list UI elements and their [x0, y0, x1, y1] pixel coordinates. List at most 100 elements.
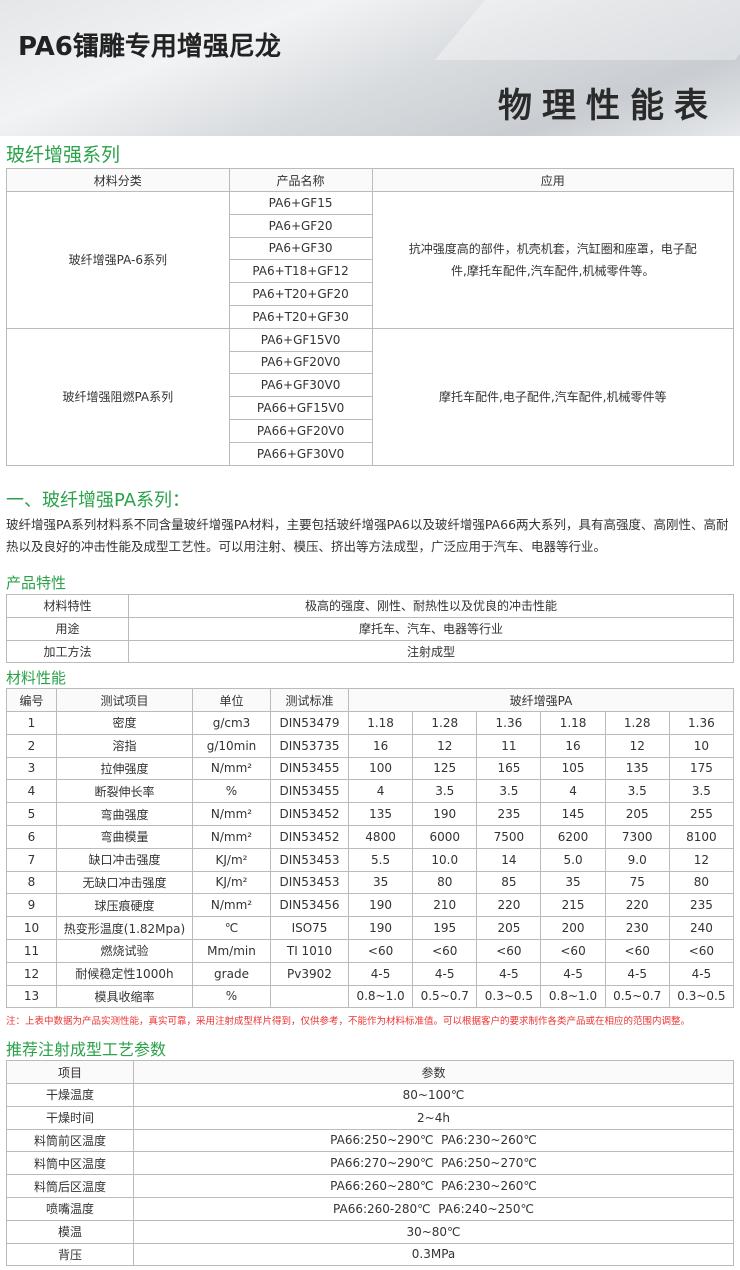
- param-value: PA66:260-280℃ PA6:240~250℃: [133, 1196, 734, 1221]
- product-cell: PA66+GF15V0: [228, 396, 373, 420]
- id-cell: 3: [6, 756, 57, 781]
- section1-paragraph: 玻纤增强PA系列材料系不同含量玻纤增强PA材料，主要包括玻纤增强PA6以及玻纤增…: [6, 517, 729, 554]
- value-cell: 0.3~0.5: [668, 984, 735, 1009]
- value-cell: 135: [604, 756, 670, 781]
- value-cell: 4-5: [412, 961, 478, 986]
- properties-note: 注：上表中数据为产品实测性能，真实可靠，采用注射成型样片得到，仅供参考，不能作为…: [6, 1016, 691, 1027]
- unit-cell: %: [192, 984, 271, 1009]
- table-row: PA6+T20+GF30: [7, 304, 734, 329]
- process-heading: 推荐注射成型工艺参数: [6, 1040, 167, 1059]
- category-cell: 玻纤增强阻燃PA系列: [6, 327, 230, 466]
- param-label: 干燥温度: [6, 1083, 134, 1107]
- value-cell: 0.8~1.0: [347, 984, 414, 1009]
- value-cell: 0.8~1.0: [540, 984, 606, 1009]
- test-item-cell: 缺口冲击强度: [56, 847, 193, 872]
- value-cell: 1.28: [412, 711, 478, 735]
- table-row: 料筒后区温度 PA66:260~280℃ PA6:230~260℃: [6, 1174, 734, 1198]
- table-row: 6 弯曲模量 N/mm² DIN53452 4800 6000 7500 6200 7300 81…: [6, 824, 735, 849]
- table-row: 9 球压痕硬度 N/mm² DIN53456 190 210 220 215 220 235: [6, 893, 735, 918]
- value-cell: 190: [347, 916, 414, 940]
- param-label: 料筒前区温度: [6, 1128, 134, 1153]
- param-value: 30~80℃: [133, 1219, 734, 1244]
- id-cell: 1: [6, 711, 57, 735]
- value-cell: 3.5: [604, 779, 670, 804]
- table-row: 加工方法 注射成型: [6, 639, 734, 664]
- test-item-cell: 弯曲强度: [56, 802, 193, 826]
- test-item-cell: 拉伸强度: [56, 756, 193, 781]
- product-cell: PA6+GF20V0: [228, 350, 373, 375]
- value-cell: 6000: [412, 824, 478, 849]
- product-cell: PA6+GF30V0: [228, 373, 373, 398]
- column-header: 参数: [133, 1060, 734, 1084]
- value-cell: 4-5: [347, 961, 414, 986]
- standard-cell: DIN53452: [270, 802, 349, 826]
- value-cell: 240: [668, 916, 735, 940]
- table-row: 用途 摩托车、汽车、电器等行业: [6, 616, 734, 641]
- feature-label: 加工方法: [6, 639, 129, 664]
- param-label: 料筒中区温度: [6, 1151, 134, 1176]
- param-value: 2~4h: [133, 1105, 734, 1130]
- value-cell: <60: [668, 938, 735, 963]
- test-item-cell: 密度: [56, 711, 193, 735]
- section1-heading: 一、玻纤增强PA系列：: [6, 490, 191, 511]
- standard-cell: ISO75: [270, 916, 349, 940]
- value-cell: <60: [604, 938, 670, 963]
- properties-heading: 材料性能: [6, 669, 67, 687]
- table-row: 4 断裂伸长率% DIN53455 4 3.5 3.5 4 3.5 3.5: [6, 779, 735, 804]
- value-cell: 200: [540, 916, 606, 940]
- standard-cell: DIN53455: [270, 756, 349, 781]
- value-cell: 165: [476, 756, 542, 781]
- table-row: 材料特性 极高的强度、刚性、耐热性以及优良的冲击性能: [6, 594, 734, 618]
- value-cell: 100: [347, 756, 414, 781]
- product-cell: PA6+GF15V0: [228, 327, 373, 352]
- table-row: 模温 30~80℃: [6, 1219, 734, 1244]
- test-item-cell: 弯曲模量: [56, 824, 193, 849]
- value-cell: 0.5~0.7: [412, 984, 478, 1009]
- value-cell: 4800: [347, 824, 414, 849]
- application-cell: 抗冲强度高的部件，机壳机套，汽缸圈和座罩，电子配件,摩托车配件,汽车配件,机械零…: [371, 191, 735, 329]
- value-cell: 235: [476, 802, 542, 826]
- product-cell: PA6+T18+GF12: [228, 259, 373, 284]
- value-cell: 9.0: [604, 847, 670, 872]
- column-header: 测试标准: [270, 688, 349, 712]
- properties-table: 编号 测试项目 单位 测试标准 玻纤增强PA 1 密度 g/cm3 DIN53479 1.18 1.…: [6, 688, 735, 1009]
- unit-cell: grade: [192, 961, 271, 986]
- value-cell: 7500: [476, 824, 542, 849]
- column-header: 应用: [371, 168, 735, 192]
- value-cell: 4-5: [540, 961, 606, 986]
- id-cell: 10: [6, 916, 57, 940]
- unit-cell: KJ/m²: [192, 870, 271, 895]
- test-item-cell: 热变形温度(1.82Mpa): [56, 916, 193, 940]
- product-cell: PA6+T20+GF30: [228, 304, 373, 329]
- unit-cell: Mm/min: [192, 938, 271, 963]
- param-label: 模温: [6, 1219, 134, 1244]
- id-cell: 9: [6, 893, 57, 918]
- value-cell: 5.0: [540, 847, 606, 872]
- table-row: PA66+GF20V0: [7, 418, 734, 443]
- category-cell: 玻纤增强PA-6系列: [6, 191, 230, 329]
- table-row: 10 热变形温度(1.82Mpa) ℃ ISO75 190 195 205 200 230 240: [6, 916, 735, 940]
- table-row: 7 缺口冲击强度 KJ/m² DIN53453 5.5 10.0 14 5.0 9.0 12: [6, 847, 735, 872]
- value-cell: 235: [668, 893, 735, 918]
- value-cell: 80: [412, 870, 478, 895]
- table-row: 12 耐候稳定性1000h grade Pv3902 4-5 4-5 4-5 4-5 4-5 4-…: [6, 961, 735, 986]
- unit-cell: g/10min: [192, 733, 271, 758]
- test-item-cell: 无缺口冲击强度: [56, 870, 193, 895]
- value-cell: 35: [540, 870, 606, 895]
- table-row: 背压 0.3MPa: [6, 1242, 734, 1267]
- param-label: 干燥时间: [6, 1105, 134, 1130]
- value-cell: 4: [347, 779, 414, 804]
- value-cell: 16: [347, 733, 414, 758]
- column-header: 编号: [6, 688, 57, 712]
- table-row: 1 密度 g/cm3 DIN53479 1.18 1.28 1.36 1.18 1.28 1.36: [6, 711, 735, 735]
- value-cell: 4-5: [476, 961, 542, 986]
- test-item-cell: 溶指: [56, 733, 193, 758]
- value-cell: 11: [476, 733, 542, 758]
- column-header: 玻纤增强PA: [348, 688, 734, 712]
- product-cell: PA6+T20+GF20: [228, 282, 373, 306]
- value-cell: 205: [604, 802, 670, 826]
- value-cell: 3.5: [476, 779, 542, 804]
- unit-cell: N/mm²: [192, 824, 271, 849]
- value-cell: 7300: [604, 824, 670, 849]
- table-row: 13 模具收缩率% 0.8~1.0 0.5~0.7 0.3~0.5 0.8~1.0 0.5~…: [6, 984, 735, 1009]
